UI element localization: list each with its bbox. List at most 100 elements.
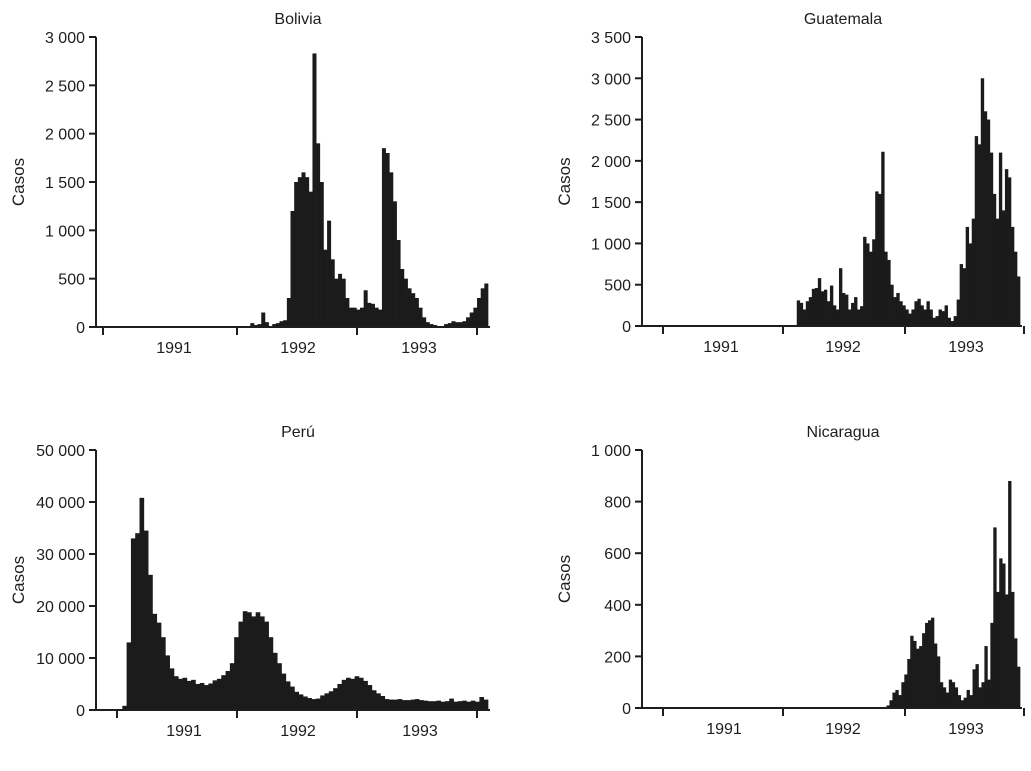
- x-tick-label: 1991: [166, 723, 202, 740]
- y-tick-label: 1 000: [591, 443, 631, 460]
- bar: [354, 676, 360, 710]
- bar: [889, 700, 893, 708]
- y-tick-label: 500: [604, 278, 631, 295]
- bar: [401, 700, 407, 710]
- bar: [204, 685, 209, 710]
- bar: [954, 687, 959, 708]
- x-tick-label: 1993: [402, 723, 438, 740]
- bar: [384, 699, 390, 710]
- bar: [337, 684, 343, 710]
- bar: [466, 317, 471, 327]
- bar: [916, 648, 920, 708]
- bar: [1010, 226, 1015, 326]
- bar: [208, 683, 213, 710]
- bar: [301, 172, 306, 327]
- chart-panel-2: 0 10 000 20 000 30 000 40 000 50 000 1991 1992 1…: [9, 424, 490, 740]
- bar: [255, 612, 261, 710]
- bar: [942, 687, 947, 708]
- bar: [397, 699, 403, 710]
- y-tick-label: 1 000: [591, 236, 631, 253]
- y-tick-label: 1 500: [591, 195, 631, 212]
- bar: [242, 611, 248, 710]
- bar: [814, 288, 819, 326]
- bar: [1004, 169, 1009, 326]
- bar: [275, 323, 280, 327]
- bar: [910, 635, 914, 708]
- bar: [333, 688, 338, 710]
- bar: [272, 652, 278, 710]
- bar: [380, 695, 386, 710]
- bar: [835, 309, 840, 326]
- bar: [959, 264, 964, 326]
- bar: [307, 698, 312, 710]
- bar: [998, 152, 1003, 326]
- bar: [838, 268, 843, 326]
- y-axis-label: Casos: [9, 556, 28, 604]
- bar: [854, 297, 858, 326]
- bar: [130, 538, 136, 710]
- bar: [907, 658, 911, 708]
- bar: [920, 305, 924, 326]
- bar: [279, 321, 284, 327]
- bar: [429, 324, 434, 327]
- bar: [905, 309, 909, 326]
- bar: [178, 678, 183, 710]
- bar: [473, 307, 478, 327]
- bar: [139, 497, 145, 710]
- bar: [324, 693, 330, 710]
- bar: [264, 621, 269, 710]
- bar: [349, 307, 354, 327]
- bar: [352, 307, 357, 327]
- bar: [902, 305, 906, 326]
- bar: [950, 321, 954, 326]
- bar: [303, 696, 308, 710]
- bar: [462, 321, 467, 327]
- bar: [799, 302, 804, 326]
- bar: [427, 701, 433, 710]
- bar: [238, 621, 244, 710]
- bar: [449, 698, 454, 710]
- bar: [911, 309, 915, 326]
- bar: [908, 313, 912, 326]
- y-tick-label: 1 500: [45, 175, 85, 192]
- bar: [436, 700, 442, 710]
- bar: [447, 323, 452, 327]
- bar: [264, 322, 269, 327]
- bar: [453, 701, 459, 710]
- bar: [881, 151, 885, 326]
- bar: [268, 637, 274, 710]
- bar: [817, 278, 822, 326]
- bar: [917, 298, 921, 326]
- bar: [323, 249, 328, 327]
- bar: [926, 301, 930, 326]
- bar: [981, 682, 985, 708]
- bar: [161, 637, 166, 710]
- bar: [165, 655, 170, 710]
- bar: [796, 300, 801, 326]
- y-tick-label: 20 000: [36, 599, 85, 616]
- bar: [932, 317, 936, 326]
- bar: [411, 293, 416, 327]
- bar: [328, 691, 334, 710]
- chart-panel-0: 0 500 1 000 1 500 2 000 2 500 3 000 1991 1992 199…: [9, 11, 490, 357]
- bar: [845, 294, 849, 326]
- bar: [367, 302, 372, 327]
- bar: [977, 144, 982, 326]
- bar: [277, 663, 282, 710]
- bar: [886, 705, 890, 708]
- bar: [984, 646, 988, 708]
- bar: [414, 298, 419, 327]
- bar: [966, 689, 970, 708]
- bar: [483, 699, 489, 710]
- bar: [1007, 177, 1012, 326]
- chart-title: Guatemala: [804, 11, 882, 28]
- x-tick-label: 1991: [156, 340, 192, 357]
- bar: [826, 301, 831, 326]
- bar: [475, 701, 480, 710]
- bar: [989, 152, 994, 326]
- bar: [913, 640, 917, 708]
- bar: [969, 695, 973, 708]
- y-tick-label: 0: [76, 320, 85, 337]
- y-tick-label: 0: [76, 703, 85, 720]
- bar: [901, 682, 905, 708]
